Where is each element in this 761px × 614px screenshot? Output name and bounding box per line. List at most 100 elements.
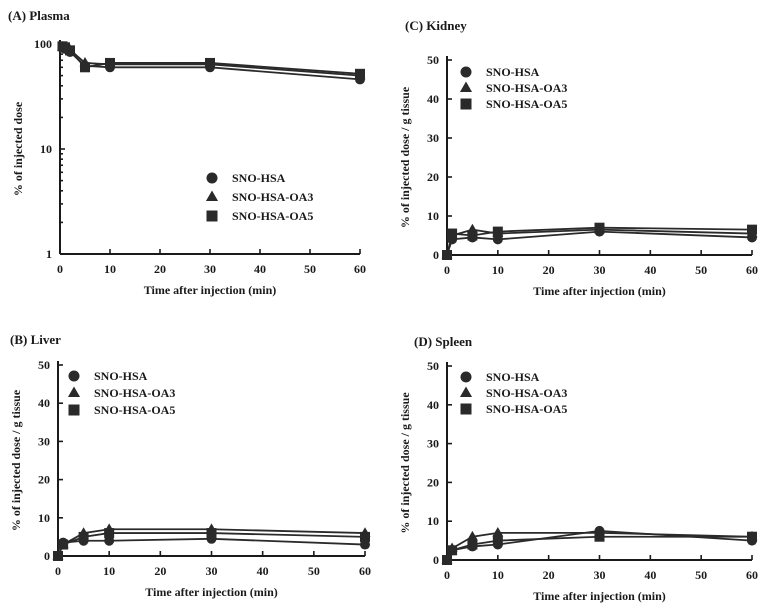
x-axis-label: Time after injection (min) (144, 283, 277, 297)
legend-marker-circle (460, 66, 472, 78)
y-tick-label: 40 (427, 92, 439, 106)
x-tick-label: 50 (695, 568, 707, 582)
x-tick-label: 0 (57, 262, 63, 276)
x-tick-label: 60 (354, 262, 366, 276)
y-tick-label: 40 (427, 398, 439, 412)
data-point-square (447, 545, 458, 556)
data-point-square (205, 57, 215, 68)
x-tick-label: 20 (154, 564, 166, 578)
data-point-square (104, 528, 115, 539)
x-tick-label: 60 (359, 564, 371, 578)
legend: SNO-HSA SNO-HSA-OA3 SNO-HSA-OA5 (205, 171, 313, 223)
data-point-square (442, 555, 452, 565)
legend: SNO-HSA SNO-HSA-OA3 SNO-HSA-OA5 (67, 369, 175, 417)
y-tick-label: 40 (38, 396, 50, 410)
legend-label: SNO-HSA (486, 370, 540, 384)
legend-label: SNO-HSA-OA5 (486, 402, 567, 416)
x-tick-label: 50 (695, 263, 707, 277)
data-point-square (747, 531, 757, 542)
data-point-square (492, 226, 503, 237)
x-tick-label: 0 (444, 568, 450, 582)
data-point-square (360, 531, 370, 542)
data-point-triangle (492, 526, 504, 537)
legend-marker-triangle (205, 190, 219, 201)
x-tick-label: 60 (746, 263, 758, 277)
data-point-square (53, 551, 63, 561)
data-point-square (747, 224, 757, 235)
legend-marker-triangle (67, 386, 81, 397)
x-tick-label: 10 (492, 568, 504, 582)
x-tick-label: 20 (154, 262, 166, 276)
x-tick-label: 10 (103, 564, 115, 578)
series-sno-hsa-oa5 (442, 531, 757, 565)
chart-panel-d: (D) Spleen 0 10 20 30 40 50 60 0 10 20 30 40 50 Time a… (398, 334, 758, 603)
y-tick-label: 30 (427, 131, 439, 145)
x-tick-label: 30 (594, 263, 606, 277)
y-axis-label: % of injected dose / g tissue (398, 392, 412, 534)
legend-label: SNO-HSA-OA5 (94, 403, 175, 417)
x-tick-label: 30 (204, 262, 216, 276)
y-axis-label: % of injected dose / g tissue (398, 86, 412, 228)
data-point-square (65, 45, 75, 56)
x-tick-label: 20 (543, 263, 555, 277)
legend-marker-circle (460, 371, 472, 383)
y-tick-label: 10 (38, 511, 50, 525)
x-tick-label: 60 (746, 568, 758, 582)
legend: SNO-HSA SNO-HSA-OA3 SNO-HSA-OA5 (459, 370, 567, 416)
y-axis-label: % of injected dose (11, 101, 25, 196)
legend: SNO-HSA SNO-HSA-OA3 SNO-HSA-OA5 (459, 65, 567, 111)
legend-marker-triangle (459, 81, 473, 92)
x-tick-label: 30 (594, 568, 606, 582)
y-tick-label: 0 (44, 549, 50, 563)
x-tick-label: 30 (206, 564, 218, 578)
y-tick-label: 20 (38, 473, 50, 487)
data-point-square (105, 57, 115, 68)
y-tick-label: 10 (427, 209, 439, 223)
data-point-triangle (466, 530, 478, 541)
data-point-square (492, 535, 503, 546)
y-axis-label: % of injected dose / g tissue (9, 389, 23, 531)
x-tick-label: 0 (55, 564, 61, 578)
data-point-square (355, 68, 365, 79)
panel-title: (D) Spleen (414, 334, 473, 349)
legend-marker-square (206, 210, 218, 222)
y-tick-label: 50 (427, 359, 439, 373)
data-point-square (78, 531, 89, 542)
x-axis-label: Time after injection (min) (533, 589, 666, 603)
data-point-square (594, 531, 605, 542)
chart-panel-c: (C) Kidney 0 10 20 30 40 50 60 0 10 20 30 40 50 Time a… (398, 18, 758, 298)
y-tick-label: 50 (427, 53, 439, 67)
x-tick-label: 20 (543, 568, 555, 582)
legend-label: SNO-HSA-OA3 (232, 190, 313, 204)
y-tick-label: 0 (433, 248, 439, 262)
x-tick-label: 10 (104, 262, 116, 276)
y-tick-label: 0 (433, 553, 439, 567)
y-tick-label: 30 (427, 437, 439, 451)
y-tick-label: 1 (46, 247, 52, 261)
y-tick-label: 100 (34, 37, 52, 51)
series-sno-hsa-oa5 (442, 222, 757, 260)
data-point-square (206, 528, 217, 539)
chart-panel-b: (B) Liver 0 10 20 30 40 50 60 0 10 20 30 40 50 Time af… (9, 332, 371, 599)
data-point-square (58, 539, 69, 550)
data-point-square (467, 230, 478, 241)
data-point-square (80, 62, 90, 73)
x-tick-label: 50 (308, 564, 320, 578)
y-tick-label: 10 (40, 142, 52, 156)
y-tick-label: 50 (38, 358, 50, 372)
data-point-square (442, 250, 452, 260)
data-point-square (447, 228, 458, 239)
y-tick-label: 20 (427, 170, 439, 184)
legend-label: SNO-HSA-OA3 (94, 386, 175, 400)
legend-label: SNO-HSA-OA3 (486, 81, 567, 95)
x-tick-label: 50 (304, 262, 316, 276)
panel-title: (A) Plasma (8, 8, 70, 23)
x-axis-label: Time after injection (min) (145, 585, 278, 599)
panel-title: (B) Liver (10, 332, 61, 347)
series-sno-hsa-oa5 (53, 528, 370, 561)
x-axis-label: Time after injection (min) (533, 284, 666, 298)
legend-label: SNO-HSA-OA5 (486, 97, 567, 111)
legend-label: SNO-HSA (232, 171, 286, 185)
legend-marker-circle (206, 172, 218, 184)
